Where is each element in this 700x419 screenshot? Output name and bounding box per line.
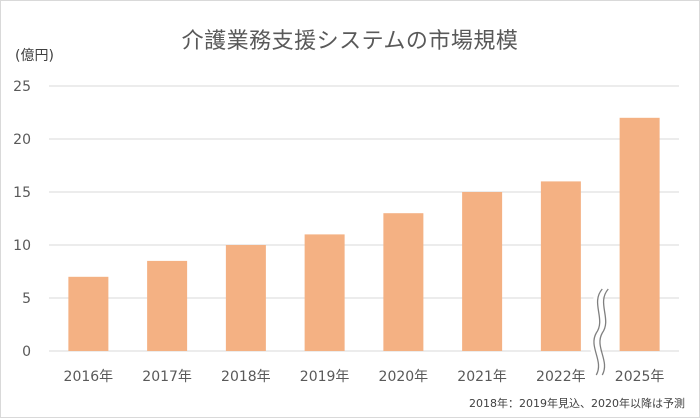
y-axis-unit-label: (億円) bbox=[15, 48, 54, 64]
x-tick-label: 2016年 bbox=[64, 369, 114, 385]
bar-2017年 bbox=[147, 260, 188, 351]
axis-break-line-left bbox=[593, 288, 603, 376]
chart-footnote: 2018年：2019年見込、2020年以降は予測 bbox=[469, 397, 685, 410]
x-tick-label: 2018年 bbox=[221, 369, 271, 385]
bar-2020年 bbox=[383, 213, 424, 351]
bar-2019年 bbox=[304, 234, 345, 351]
bar-2025年 bbox=[619, 117, 660, 351]
y-tick-label: 10 bbox=[13, 238, 31, 254]
chart-title: 介護業務支援システムの市場規模 bbox=[181, 29, 519, 54]
y-tick-label: 15 bbox=[13, 185, 31, 201]
axis-break-line-right bbox=[599, 288, 609, 376]
x-tick-label: 2022年 bbox=[536, 369, 586, 385]
bar-2018年 bbox=[225, 245, 266, 351]
y-tick-label: 20 bbox=[13, 132, 31, 148]
x-tick-label: 2017年 bbox=[142, 369, 192, 385]
x-tick-label: 2019年 bbox=[300, 369, 350, 385]
x-tick-label: 2020年 bbox=[379, 369, 429, 385]
x-tick-label: 2021年 bbox=[457, 369, 507, 385]
bar-2022年 bbox=[540, 181, 581, 351]
y-tick-label: 5 bbox=[22, 291, 31, 307]
y-tick-label: 0 bbox=[22, 344, 31, 360]
bar-2016年 bbox=[68, 276, 109, 351]
y-tick-label: 25 bbox=[13, 79, 31, 95]
x-tick-label: 2025年 bbox=[615, 369, 665, 385]
bar-2021年 bbox=[462, 192, 503, 351]
